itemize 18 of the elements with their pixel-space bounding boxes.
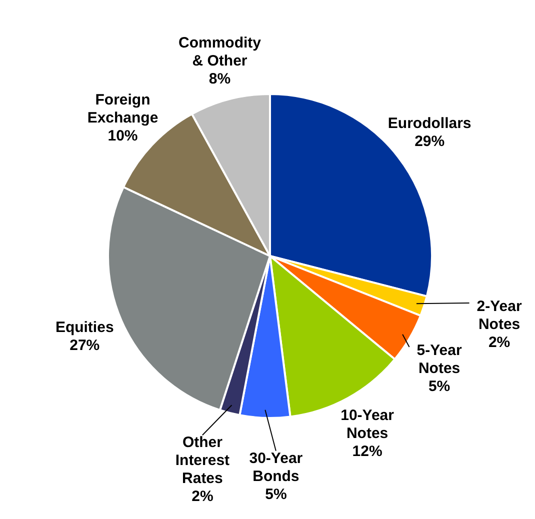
slice-label: Commodity & Other — [178, 34, 262, 70]
slice-label: Other Interest Rates — [175, 434, 230, 488]
slice-label: Foreign Exchange — [87, 92, 158, 127]
data-label: 12% — [352, 443, 382, 460]
data-label: 8% — [208, 70, 231, 88]
slice-label: Eurodollars — [388, 115, 472, 132]
data-label: 5% — [428, 378, 450, 395]
data-label: 5% — [265, 486, 287, 503]
data-label: 27% — [70, 337, 100, 354]
data-label: 29% — [414, 133, 445, 150]
data-label: 10% — [108, 128, 138, 145]
data-label: 2% — [192, 488, 214, 506]
slice-label: 30-Year Bonds — [249, 450, 303, 485]
slice-label: Equities — [55, 319, 114, 336]
slice-label: 5-Year Notes — [416, 342, 462, 377]
data-label: 2% — [488, 334, 510, 351]
slice-label: 10-Year Notes — [340, 407, 394, 442]
slice-label: 2-Year Notes — [476, 298, 522, 333]
